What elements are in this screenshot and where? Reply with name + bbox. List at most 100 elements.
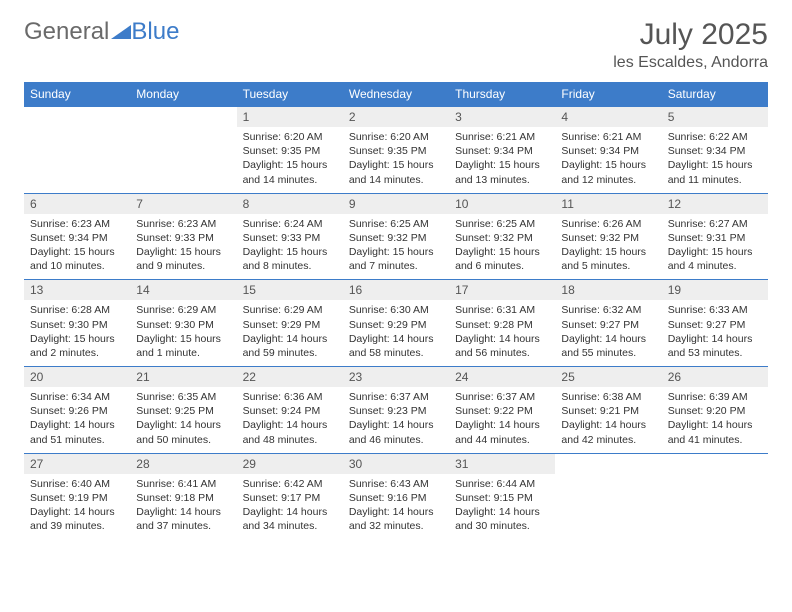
day-details: Sunrise: 6:30 AMSunset: 9:29 PMDaylight:… <box>343 300 449 366</box>
day-cell: 1Sunrise: 6:20 AMSunset: 9:35 PMDaylight… <box>237 107 343 194</box>
day-number: 23 <box>343 367 449 387</box>
day-details: Sunrise: 6:39 AMSunset: 9:20 PMDaylight:… <box>662 387 768 453</box>
day-details: Sunrise: 6:25 AMSunset: 9:32 PMDaylight:… <box>343 214 449 280</box>
day-details: Sunrise: 6:25 AMSunset: 9:32 PMDaylight:… <box>449 214 555 280</box>
day-number: 21 <box>130 367 236 387</box>
month-title: July 2025 <box>613 18 768 52</box>
calendar-body: 1Sunrise: 6:20 AMSunset: 9:35 PMDaylight… <box>24 107 768 540</box>
calendar-page: General Blue July 2025 les Escaldes, And… <box>0 0 792 557</box>
calendar-table: SundayMondayTuesdayWednesdayThursdayFrid… <box>24 82 768 539</box>
day-details: Sunrise: 6:43 AMSunset: 9:16 PMDaylight:… <box>343 474 449 540</box>
day-cell: 19Sunrise: 6:33 AMSunset: 9:27 PMDayligh… <box>662 280 768 367</box>
day-cell <box>555 453 661 539</box>
day-number: 26 <box>662 367 768 387</box>
day-cell: 7Sunrise: 6:23 AMSunset: 9:33 PMDaylight… <box>130 193 236 280</box>
day-number: 3 <box>449 107 555 127</box>
day-details: Sunrise: 6:35 AMSunset: 9:25 PMDaylight:… <box>130 387 236 453</box>
day-cell: 4Sunrise: 6:21 AMSunset: 9:34 PMDaylight… <box>555 107 661 194</box>
day-details: Sunrise: 6:22 AMSunset: 9:34 PMDaylight:… <box>662 127 768 193</box>
day-number: 24 <box>449 367 555 387</box>
day-cell: 20Sunrise: 6:34 AMSunset: 9:26 PMDayligh… <box>24 367 130 454</box>
day-cell: 28Sunrise: 6:41 AMSunset: 9:18 PMDayligh… <box>130 453 236 539</box>
brand-logo: General Blue <box>24 18 179 46</box>
day-cell: 8Sunrise: 6:24 AMSunset: 9:33 PMDaylight… <box>237 193 343 280</box>
day-cell: 14Sunrise: 6:29 AMSunset: 9:30 PMDayligh… <box>130 280 236 367</box>
day-header: Sunday <box>24 82 130 107</box>
day-number: 15 <box>237 280 343 300</box>
day-number: 20 <box>24 367 130 387</box>
day-number: 6 <box>24 194 130 214</box>
day-cell: 15Sunrise: 6:29 AMSunset: 9:29 PMDayligh… <box>237 280 343 367</box>
day-details: Sunrise: 6:20 AMSunset: 9:35 PMDaylight:… <box>343 127 449 193</box>
day-details: Sunrise: 6:23 AMSunset: 9:33 PMDaylight:… <box>130 214 236 280</box>
location-label: les Escaldes, Andorra <box>613 54 768 72</box>
day-header: Wednesday <box>343 82 449 107</box>
week-row: 6Sunrise: 6:23 AMSunset: 9:34 PMDaylight… <box>24 193 768 280</box>
day-cell: 27Sunrise: 6:40 AMSunset: 9:19 PMDayligh… <box>24 453 130 539</box>
day-cell: 29Sunrise: 6:42 AMSunset: 9:17 PMDayligh… <box>237 453 343 539</box>
day-details: Sunrise: 6:37 AMSunset: 9:22 PMDaylight:… <box>449 387 555 453</box>
day-cell: 6Sunrise: 6:23 AMSunset: 9:34 PMDaylight… <box>24 193 130 280</box>
day-cell: 3Sunrise: 6:21 AMSunset: 9:34 PMDaylight… <box>449 107 555 194</box>
day-details: Sunrise: 6:29 AMSunset: 9:29 PMDaylight:… <box>237 300 343 366</box>
day-header: Monday <box>130 82 236 107</box>
day-cell: 10Sunrise: 6:25 AMSunset: 9:32 PMDayligh… <box>449 193 555 280</box>
day-header: Friday <box>555 82 661 107</box>
title-block: July 2025 les Escaldes, Andorra <box>613 18 768 72</box>
week-row: 20Sunrise: 6:34 AMSunset: 9:26 PMDayligh… <box>24 367 768 454</box>
day-details: Sunrise: 6:31 AMSunset: 9:28 PMDaylight:… <box>449 300 555 366</box>
day-number: 5 <box>662 107 768 127</box>
day-number: 10 <box>449 194 555 214</box>
day-number: 30 <box>343 454 449 474</box>
day-details: Sunrise: 6:26 AMSunset: 9:32 PMDaylight:… <box>555 214 661 280</box>
page-header: General Blue July 2025 les Escaldes, And… <box>24 18 768 72</box>
day-cell: 26Sunrise: 6:39 AMSunset: 9:20 PMDayligh… <box>662 367 768 454</box>
day-details: Sunrise: 6:24 AMSunset: 9:33 PMDaylight:… <box>237 214 343 280</box>
day-number: 1 <box>237 107 343 127</box>
day-cell: 24Sunrise: 6:37 AMSunset: 9:22 PMDayligh… <box>449 367 555 454</box>
day-details: Sunrise: 6:27 AMSunset: 9:31 PMDaylight:… <box>662 214 768 280</box>
day-details: Sunrise: 6:41 AMSunset: 9:18 PMDaylight:… <box>130 474 236 540</box>
day-details: Sunrise: 6:32 AMSunset: 9:27 PMDaylight:… <box>555 300 661 366</box>
week-row: 13Sunrise: 6:28 AMSunset: 9:30 PMDayligh… <box>24 280 768 367</box>
day-cell: 5Sunrise: 6:22 AMSunset: 9:34 PMDaylight… <box>662 107 768 194</box>
day-details: Sunrise: 6:34 AMSunset: 9:26 PMDaylight:… <box>24 387 130 453</box>
day-cell: 16Sunrise: 6:30 AMSunset: 9:29 PMDayligh… <box>343 280 449 367</box>
day-cell: 23Sunrise: 6:37 AMSunset: 9:23 PMDayligh… <box>343 367 449 454</box>
day-cell: 13Sunrise: 6:28 AMSunset: 9:30 PMDayligh… <box>24 280 130 367</box>
calendar-header-row: SundayMondayTuesdayWednesdayThursdayFrid… <box>24 82 768 107</box>
day-cell: 22Sunrise: 6:36 AMSunset: 9:24 PMDayligh… <box>237 367 343 454</box>
day-number: 29 <box>237 454 343 474</box>
day-details: Sunrise: 6:36 AMSunset: 9:24 PMDaylight:… <box>237 387 343 453</box>
day-cell: 25Sunrise: 6:38 AMSunset: 9:21 PMDayligh… <box>555 367 661 454</box>
day-details: Sunrise: 6:37 AMSunset: 9:23 PMDaylight:… <box>343 387 449 453</box>
day-cell: 18Sunrise: 6:32 AMSunset: 9:27 PMDayligh… <box>555 280 661 367</box>
day-number: 18 <box>555 280 661 300</box>
day-number: 28 <box>130 454 236 474</box>
day-number: 13 <box>24 280 130 300</box>
day-cell: 2Sunrise: 6:20 AMSunset: 9:35 PMDaylight… <box>343 107 449 194</box>
day-number: 16 <box>343 280 449 300</box>
day-cell <box>130 107 236 194</box>
day-details: Sunrise: 6:20 AMSunset: 9:35 PMDaylight:… <box>237 127 343 193</box>
day-cell: 12Sunrise: 6:27 AMSunset: 9:31 PMDayligh… <box>662 193 768 280</box>
day-number: 19 <box>662 280 768 300</box>
day-number: 9 <box>343 194 449 214</box>
day-number: 14 <box>130 280 236 300</box>
day-number: 25 <box>555 367 661 387</box>
brand-general: General <box>24 18 109 46</box>
day-header: Saturday <box>662 82 768 107</box>
day-details: Sunrise: 6:28 AMSunset: 9:30 PMDaylight:… <box>24 300 130 366</box>
day-number: 17 <box>449 280 555 300</box>
day-details: Sunrise: 6:33 AMSunset: 9:27 PMDaylight:… <box>662 300 768 366</box>
week-row: 27Sunrise: 6:40 AMSunset: 9:19 PMDayligh… <box>24 453 768 539</box>
brand-blue: Blue <box>131 18 179 46</box>
day-details: Sunrise: 6:38 AMSunset: 9:21 PMDaylight:… <box>555 387 661 453</box>
day-details: Sunrise: 6:29 AMSunset: 9:30 PMDaylight:… <box>130 300 236 366</box>
day-details: Sunrise: 6:42 AMSunset: 9:17 PMDaylight:… <box>237 474 343 540</box>
day-number: 31 <box>449 454 555 474</box>
day-number: 8 <box>237 194 343 214</box>
day-number: 27 <box>24 454 130 474</box>
brand-triangle-icon <box>111 18 131 46</box>
day-number: 12 <box>662 194 768 214</box>
